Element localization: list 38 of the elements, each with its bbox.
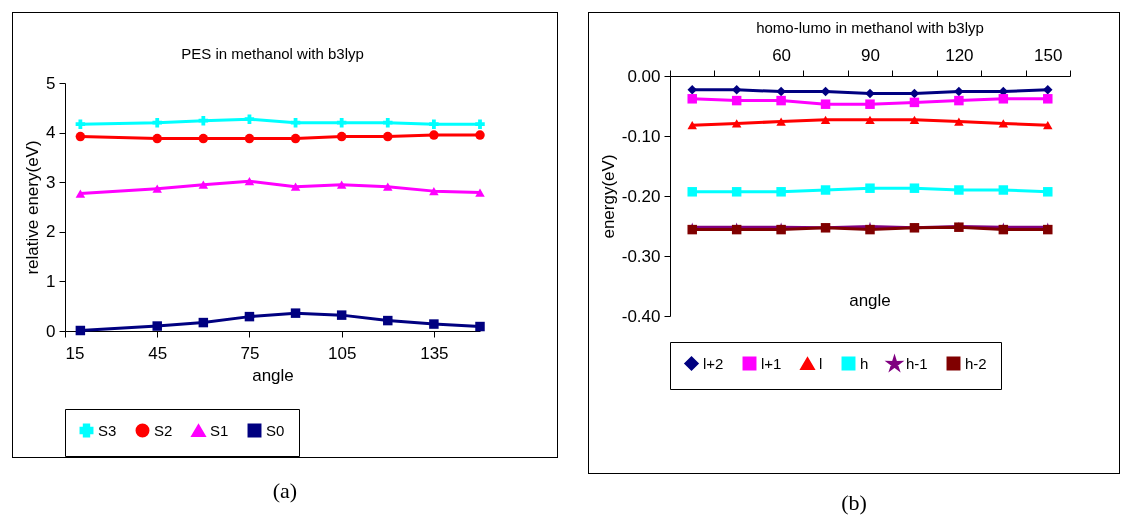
x-tick-label: 75 <box>240 343 260 363</box>
y-tick-label: 1 <box>46 271 56 291</box>
legend-label: S1 <box>210 421 229 439</box>
x-tick-label: 90 <box>861 45 880 65</box>
text: (b) <box>840 490 868 516</box>
y-tick-label: 0.00 <box>627 66 661 86</box>
y-tick-label: 5 <box>46 73 56 93</box>
x-tick-label: 60 <box>772 45 792 65</box>
chart-title: PES in methanol with b3lyp <box>181 45 364 62</box>
x-tick-label: 135 <box>420 343 449 363</box>
legend-label: S3 <box>98 421 117 439</box>
x-tick-label: 15 <box>65 343 85 363</box>
y-axis-title: energy(eV) <box>598 154 618 239</box>
y-axis-title: relative enery(eV) <box>23 140 43 275</box>
y-tick-label: 2 <box>46 222 56 242</box>
text: (a) <box>271 478 299 504</box>
legend-label: S2 <box>154 421 173 439</box>
legend-label: l+2 <box>703 354 724 372</box>
x-tick-label: 120 <box>945 45 974 65</box>
y-tick-label: -0.40 <box>621 306 661 326</box>
x-axis-title: angle <box>252 365 294 385</box>
x-axis-title: angle <box>849 291 891 310</box>
x-tick-label: 150 <box>1034 45 1063 65</box>
legend-label: h <box>860 354 869 372</box>
y-tick-label: -0.20 <box>621 186 661 206</box>
legend-label: l <box>819 354 823 372</box>
legend-label: l+1 <box>761 354 782 372</box>
legend-label: h-1 <box>906 355 928 373</box>
y-tick-label: 3 <box>46 172 56 192</box>
y-tick-label: 4 <box>46 123 56 143</box>
legend-label: S0 <box>266 421 285 439</box>
y-tick-label: 0 <box>46 321 56 341</box>
y-tick-label: -0.10 <box>621 126 661 146</box>
legend-label: h-2 <box>965 354 987 372</box>
x-tick-label: 105 <box>327 343 357 363</box>
x-tick-label: 45 <box>148 343 168 363</box>
y-tick-label: -0.30 <box>621 246 661 266</box>
chart-title: homo-lumo in methanol with b3lyp <box>756 19 984 36</box>
